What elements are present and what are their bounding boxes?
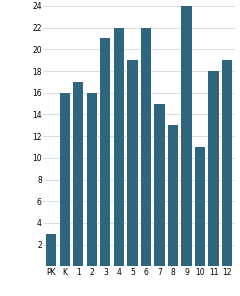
Bar bbox=[73, 82, 84, 266]
Bar bbox=[209, 71, 219, 266]
Bar bbox=[60, 93, 70, 266]
Bar bbox=[141, 28, 151, 266]
Bar bbox=[87, 93, 97, 266]
Bar bbox=[100, 38, 110, 266]
Bar bbox=[222, 60, 232, 266]
Bar bbox=[114, 28, 124, 266]
Bar bbox=[168, 125, 178, 266]
Bar bbox=[195, 147, 205, 266]
Bar bbox=[154, 104, 165, 266]
Bar bbox=[46, 234, 56, 266]
Bar bbox=[181, 6, 192, 266]
Bar bbox=[127, 60, 138, 266]
